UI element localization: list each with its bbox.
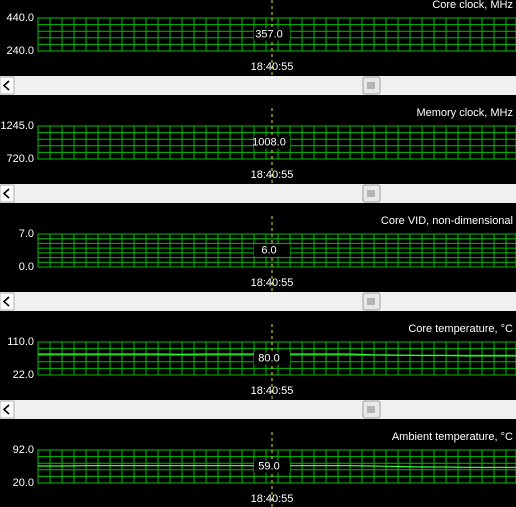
cursor-time: 18:40:55 bbox=[251, 61, 294, 73]
scroll-track bbox=[0, 184, 516, 203]
min-label: 240.0 bbox=[6, 45, 34, 57]
cursor-value: 80.0 bbox=[258, 352, 279, 364]
cursor-value-bg bbox=[254, 136, 290, 149]
cursor-value: 6.0 bbox=[261, 244, 276, 256]
max-label: 440.0 bbox=[6, 12, 34, 24]
panel-title: Memory clock, MHz bbox=[416, 107, 513, 119]
cursor-value: 59.0 bbox=[258, 460, 279, 472]
scroll-arrow bbox=[2, 80, 10, 91]
scroll-track bbox=[0, 292, 516, 311]
min-label: 720.0 bbox=[6, 153, 34, 165]
scroll-track bbox=[0, 400, 516, 419]
panel-title: Ambient temperature, °C bbox=[392, 431, 513, 443]
panel-title: Core VID, non-dimensional bbox=[381, 215, 513, 227]
scrollbar[interactable] bbox=[0, 184, 516, 203]
cursor-value: 357.0 bbox=[255, 28, 283, 40]
cursor-value-bg bbox=[254, 352, 290, 365]
scrollbar[interactable] bbox=[0, 76, 516, 95]
graph-panel: Core clock, MHz 440.0 240.0 357.0 18:40:55 bbox=[6, 0, 516, 75]
scroll-left-button[interactable] bbox=[0, 400, 15, 419]
scrollbar[interactable] bbox=[0, 400, 516, 419]
cursor-time: 18:40:55 bbox=[251, 169, 294, 181]
cursor-value: 1008.0 bbox=[252, 136, 286, 148]
max-label: 7.0 bbox=[19, 228, 34, 240]
scroll-left-button[interactable] bbox=[0, 76, 15, 95]
scroll-arrow bbox=[2, 296, 10, 307]
max-label: 92.0 bbox=[13, 444, 34, 456]
panel-title: Core temperature, °C bbox=[408, 323, 513, 335]
cursor-value-bg bbox=[254, 460, 290, 473]
graph-panel: Core VID, non-dimensional 7.0 0.0 6.0 18:40:… bbox=[19, 215, 516, 291]
cursor-time: 18:40:55 bbox=[251, 493, 294, 505]
cursor-value-bg bbox=[254, 28, 290, 41]
scroll-track bbox=[0, 76, 516, 95]
min-label: 0.0 bbox=[19, 261, 34, 273]
max-label: 1245.0 bbox=[0, 120, 34, 132]
cursor-time: 18:40:55 bbox=[251, 385, 294, 397]
scroll-arrow bbox=[2, 404, 10, 415]
scroll-left-button[interactable] bbox=[0, 184, 15, 203]
panel-title: Core clock, MHz bbox=[432, 0, 513, 11]
cursor-value-bg bbox=[254, 244, 290, 257]
scroll-arrow bbox=[2, 188, 10, 199]
cursor-time: 18:40:55 bbox=[251, 277, 294, 289]
min-label: 20.0 bbox=[13, 477, 34, 489]
graph-panel: Memory clock, MHz 1245.0 720.0 1008.0 18:40:… bbox=[0, 107, 516, 183]
max-label: 110.0 bbox=[7, 336, 34, 348]
graph-panel: Ambient temperature, °C 92.0 20.0 59.0 18:40… bbox=[13, 431, 516, 507]
scroll-left-button[interactable] bbox=[0, 292, 15, 311]
scrollbar[interactable] bbox=[0, 292, 516, 311]
min-label: 22.0 bbox=[13, 369, 34, 381]
graph-panel: Core temperature, °C 110.0 22.0 80.0 18:40:5… bbox=[7, 323, 516, 399]
